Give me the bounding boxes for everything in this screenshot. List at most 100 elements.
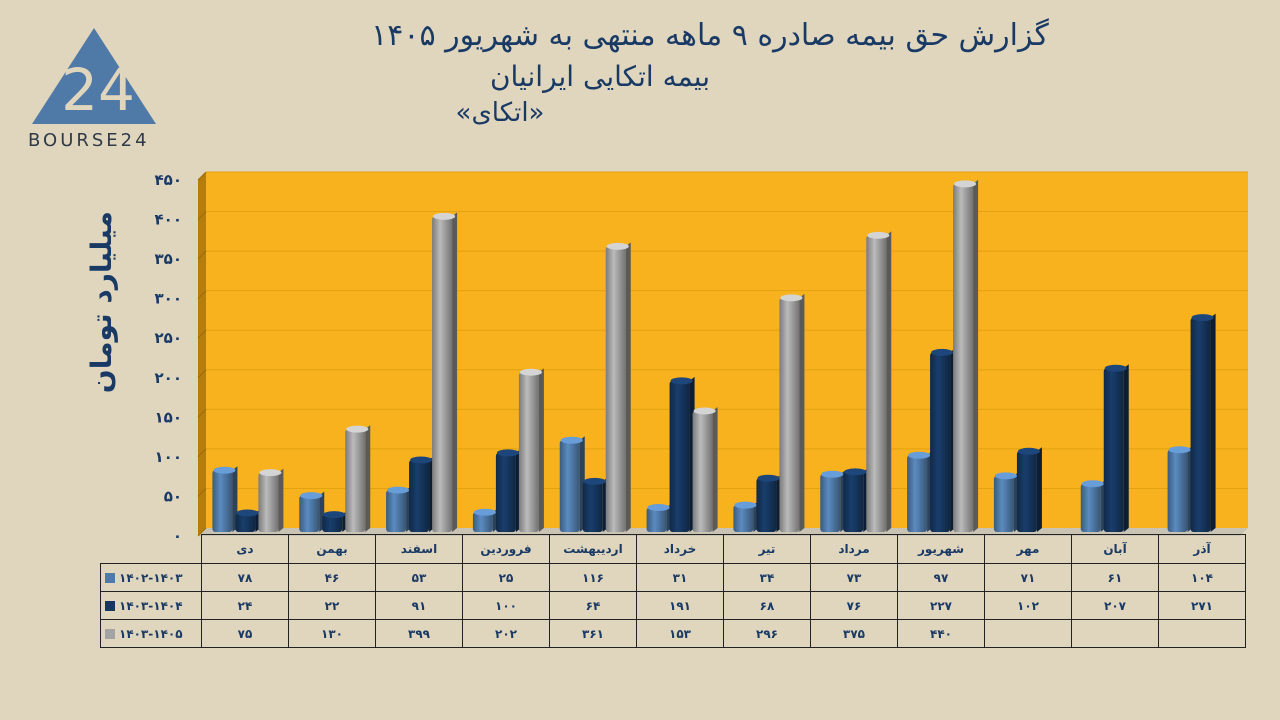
bar-side [625, 242, 631, 533]
bar [907, 455, 928, 532]
bar-top [954, 180, 977, 188]
series-legend: ۱۴۰۳-۱۴۰۵ [100, 619, 202, 648]
category-label: خرداد [636, 534, 724, 564]
data-value: ۱۳۰ [288, 619, 376, 648]
gridline-side [197, 408, 207, 418]
bar-top [693, 407, 716, 415]
bar [322, 514, 343, 532]
bar-top [994, 472, 1017, 480]
bar [733, 505, 754, 532]
bar [692, 410, 713, 532]
bar [299, 495, 320, 532]
data-value: ۱۰۴ [1158, 563, 1246, 592]
data-value: ۶۴ [549, 591, 637, 620]
bar-top [387, 486, 410, 494]
bar [930, 352, 951, 532]
category-label: مرداد [810, 534, 898, 564]
data-value: ۳۱ [636, 563, 724, 592]
bar-side [278, 468, 284, 532]
bar-top [867, 231, 890, 239]
category-label: شهریور [897, 534, 985, 564]
category-label: آبان [1071, 534, 1159, 564]
category-label: آذر [1158, 534, 1246, 564]
gridline-side [197, 329, 207, 339]
data-value: ۲۰۲ [462, 619, 550, 648]
bar-side [538, 368, 544, 532]
bar [1167, 449, 1188, 532]
category-label: تیر [723, 534, 811, 564]
data-value: ۷۱ [984, 563, 1072, 592]
data-value: ۲۲۷ [897, 591, 985, 620]
bar-top [821, 470, 844, 478]
bar [1190, 317, 1211, 532]
category-label: اردیبهشت [549, 534, 637, 564]
data-value: ۷۶ [810, 591, 898, 620]
bar [212, 470, 233, 532]
data-value: ۷۵ [201, 619, 289, 648]
bar-top [496, 449, 519, 457]
data-value: ۱۱۶ [549, 563, 637, 592]
bar [605, 246, 626, 533]
bar-top [519, 368, 542, 376]
series-name: ۱۴۰۳-۱۴۰۴ [119, 598, 183, 613]
data-value: ۷۸ [201, 563, 289, 592]
bar-top [606, 242, 629, 250]
bourse24-logo: 24 [32, 28, 156, 124]
bar-top [560, 436, 583, 444]
data-value: ۹۱ [375, 591, 463, 620]
bar-top [323, 511, 346, 519]
bar-side [799, 293, 805, 532]
gridline-side [197, 171, 207, 181]
legend-swatch [105, 573, 115, 583]
bar-top [1017, 447, 1040, 455]
title-line-3: «اتکای» [455, 98, 545, 128]
bar-side [452, 212, 458, 532]
y-tick-label: ۵۰ [164, 487, 182, 505]
bar-top [1191, 314, 1214, 322]
bar-top [236, 509, 259, 517]
bar [409, 460, 430, 532]
bar [472, 512, 493, 532]
series-name: ۱۴۰۲-۱۴۰۳ [119, 570, 183, 585]
bar-top [213, 466, 236, 474]
bar [518, 372, 539, 532]
logo-number: 24 [61, 56, 135, 124]
bar [756, 478, 777, 532]
data-value: ۷۳ [810, 563, 898, 592]
bar [993, 475, 1014, 532]
category-label: دی [201, 534, 289, 564]
bar [386, 490, 407, 532]
bar-top [346, 425, 369, 433]
bar-top [259, 469, 282, 477]
bar-top [300, 492, 323, 500]
bar [432, 216, 453, 532]
data-value: ۲۲ [288, 591, 376, 620]
bar [345, 429, 366, 532]
bar-top [757, 474, 780, 482]
series-name: ۱۴۰۳-۱۴۰۵ [119, 626, 183, 641]
y-tick-label: ۴۵۰ [155, 171, 182, 189]
data-value: ۱۰۲ [984, 591, 1072, 620]
bar-top [908, 451, 931, 459]
bar-side [1210, 313, 1216, 532]
category-label: بهمن [288, 534, 376, 564]
table-corner [100, 534, 202, 564]
bar-top [410, 456, 433, 464]
bar-top [670, 377, 693, 385]
data-value: ۱۵۳ [636, 619, 724, 648]
bar-top [473, 508, 496, 516]
data-value: ۲۹۶ [723, 619, 811, 648]
y-tick-label: ۴۰۰ [155, 211, 182, 229]
bar [582, 481, 603, 532]
y-tick-label: ۲۵۰ [155, 329, 182, 347]
category-label: اسفند [375, 534, 463, 564]
plot-background [206, 172, 1248, 528]
logo-text: BOURSE24 [28, 130, 150, 151]
bar [258, 472, 279, 532]
gridline-side [197, 488, 207, 497]
y-tick-label: ۱۵۰ [155, 408, 182, 426]
data-value [1071, 619, 1159, 648]
category-label: مهر [984, 534, 1072, 564]
title-line-2: بیمه اتکایی ایرانیان [489, 60, 711, 93]
